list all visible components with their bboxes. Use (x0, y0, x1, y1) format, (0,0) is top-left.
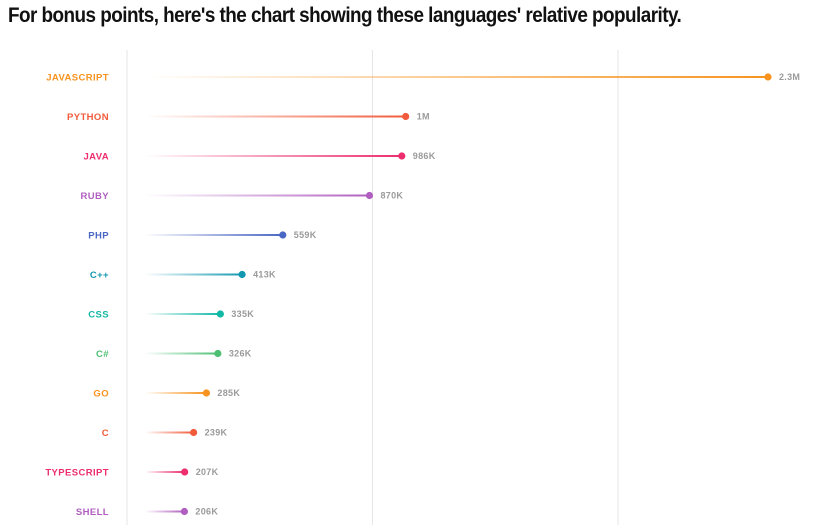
value-label: 559K (294, 230, 317, 240)
value-label: 285K (217, 388, 240, 398)
lollipop-stem (145, 194, 370, 197)
value-label: 326K (229, 349, 252, 359)
lollipop-stem (145, 352, 218, 355)
lollipop-dot (238, 270, 246, 279)
category-label: PHP (88, 231, 109, 242)
value-label: 206K (195, 507, 218, 517)
lollipop-dot (190, 428, 198, 437)
lollipop-stem (145, 471, 185, 473)
value-label: 870K (380, 191, 403, 201)
lollipop-stem (145, 313, 221, 315)
category-label: CSS (88, 310, 109, 321)
lollipop-dot (216, 310, 224, 318)
category-label: C (102, 428, 109, 439)
category-label: SHELL (76, 507, 109, 518)
value-label: 335K (231, 309, 254, 319)
lollipop-dot (365, 191, 374, 200)
page-title: For bonus points, here's the chart showi… (8, 4, 682, 27)
lollipop-stem (145, 115, 406, 118)
category-label: JAVA (83, 152, 109, 163)
lollipop-dot (214, 349, 222, 358)
category-label: TYPESCRIPT (45, 468, 109, 479)
value-label: 986K (413, 151, 436, 161)
lollipop-stem (145, 392, 207, 394)
lollipop-stem (145, 234, 283, 236)
category-label: JAVASCRIPT (46, 73, 109, 84)
lollipop-dot (402, 112, 410, 121)
category-label: GO (93, 389, 109, 400)
value-label: 413K (253, 270, 276, 280)
lollipop-dot (180, 507, 189, 516)
category-label: C++ (90, 270, 109, 281)
value-label: 207K (196, 467, 219, 477)
lollipop-stem (145, 76, 768, 78)
category-label: C# (96, 349, 109, 360)
lollipop-dot (202, 389, 211, 397)
category-label: RUBY (80, 191, 109, 202)
lollipop-dot (279, 231, 287, 239)
value-label: 2.3M (779, 72, 800, 82)
lollipop-stem (145, 155, 402, 157)
category-label: PYTHON (67, 112, 109, 123)
value-label: 1M (417, 112, 430, 122)
lollipop-stem (145, 431, 194, 434)
lollipop-stem (145, 273, 243, 276)
lollipop-dot (398, 152, 406, 160)
lollipop-stem (145, 510, 185, 513)
lollipop-dot (181, 468, 189, 476)
value-label: 239K (205, 428, 228, 438)
lollipop-dot (764, 73, 772, 81)
